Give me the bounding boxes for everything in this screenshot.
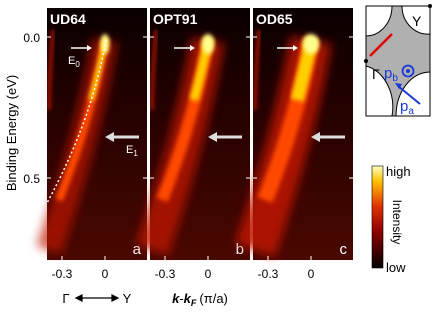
- e1-arrow-head: [311, 132, 320, 142]
- y-tick-label: 0.5: [23, 172, 40, 186]
- e0-text: E: [68, 55, 75, 67]
- e1-text: E: [126, 144, 133, 156]
- x-tick-label: -0.3: [155, 267, 176, 281]
- colorbar: [371, 165, 384, 269]
- x-title-k: k: [172, 291, 180, 306]
- x-title-k: k: [184, 291, 192, 306]
- panel-letter: c: [340, 241, 348, 258]
- panels: UD64 a -0.3 0 OPT91 b -0.3 0 OD65 c -0.3 0: [36, 8, 353, 281]
- e0-label: E0: [68, 55, 80, 69]
- x-tick-label: -0.3: [258, 267, 279, 281]
- spectral-top: [303, 34, 319, 54]
- panel-letter: a: [133, 241, 142, 258]
- e1-label: E1: [126, 144, 138, 158]
- bz-pb-sub: b: [392, 73, 398, 84]
- direction-from: Γ: [62, 291, 69, 306]
- panel-letter: b: [236, 241, 244, 258]
- colorbar-title: Intensity: [390, 200, 404, 245]
- bz-center: Γ: [372, 66, 380, 82]
- panel-label: OPT91: [153, 11, 198, 27]
- x-tick-label: -0.3: [52, 267, 73, 281]
- e0-arrow-head: [190, 45, 195, 51]
- spectral-top: [202, 34, 214, 54]
- dotted-curve: [46, 39, 107, 204]
- bz-pa: pa: [400, 98, 414, 117]
- e1-arrow-head: [208, 132, 217, 142]
- e0-arrow-head: [87, 45, 92, 51]
- bz-pb: pb: [384, 65, 398, 84]
- y-tick-label: 0.0: [23, 31, 40, 45]
- shadow-band: [150, 29, 158, 111]
- y-axis-title: Binding Energy (eV): [4, 75, 19, 191]
- x-tick-label: 0: [205, 267, 212, 281]
- e0-sub: 0: [75, 60, 80, 69]
- panel: OD65 c -0.3 0: [235, 8, 353, 281]
- spectral-top: [101, 34, 109, 54]
- bz-pa-text: p: [400, 98, 408, 115]
- colorbar-low: low: [386, 260, 406, 275]
- panel-label: OD65: [256, 11, 293, 27]
- shadow-band: [253, 29, 261, 111]
- x-tick-label: 0: [102, 267, 109, 281]
- panel: UD64 a -0.3 0: [36, 8, 147, 281]
- bz-pa-sub: a: [408, 106, 414, 117]
- x-title-minus: -: [179, 291, 183, 306]
- direction-to: Y: [123, 291, 132, 306]
- e0-arrow-head: [293, 45, 298, 51]
- x-axis-title: k-kF (π/a): [172, 291, 228, 308]
- shadow-band: [47, 29, 55, 111]
- e1-sub: 1: [133, 149, 138, 158]
- x-title-unit: (π/a): [199, 291, 227, 306]
- bz-corner: Y: [412, 13, 422, 29]
- x-tick-label: 0: [308, 267, 315, 281]
- x-title-sub: F: [191, 298, 197, 308]
- panel-label: UD64: [50, 11, 86, 27]
- panel: OPT91 b -0.3 0: [135, 8, 250, 281]
- colorbar-high: high: [386, 164, 411, 179]
- brillouin-zone: [364, 4, 432, 117]
- direction-arrow: [74, 294, 120, 302]
- bz-pb-text: p: [384, 65, 392, 82]
- e1-arrow-head: [105, 132, 114, 142]
